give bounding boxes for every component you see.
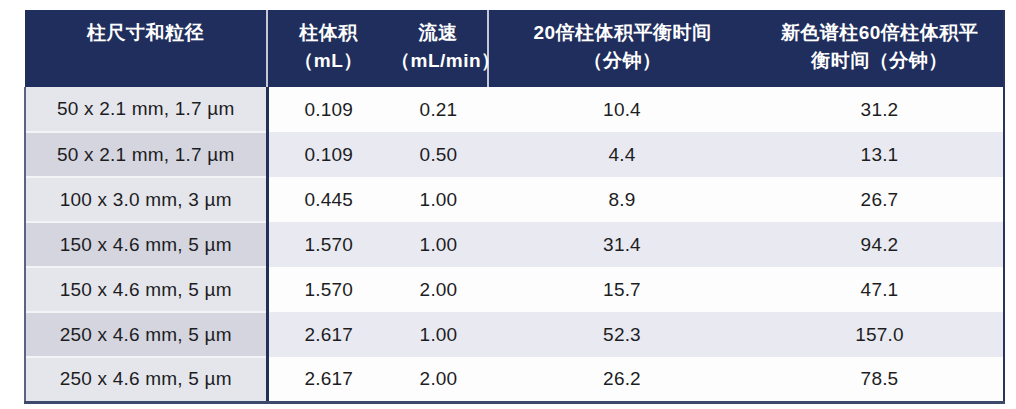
header-cell-t60: 新色谱柱60倍柱体积平 衡时间（分钟）	[756, 10, 1004, 87]
header-label-unit: （mL/min）	[391, 47, 485, 75]
cell-t60: 26.7	[756, 177, 1004, 222]
header-label-unit: （分钟）	[491, 47, 754, 75]
cell-t20: 8.9	[488, 177, 756, 222]
cell-flow: 1.00	[389, 312, 488, 357]
cell-dimension: 250 x 4.6 mm, 5 µm	[25, 312, 267, 357]
table-row: 150 x 4.6 mm, 5 µm 1.570 1.00 31.4 94.2	[25, 222, 1004, 267]
header-cell-volume: 柱体积 （mL）	[267, 10, 389, 87]
cell-volume: 2.617	[267, 357, 389, 402]
table-row: 100 x 3.0 mm, 3 µm 0.445 1.00 8.9 26.7	[25, 177, 1004, 222]
cell-dimension: 100 x 3.0 mm, 3 µm	[25, 177, 267, 222]
header-row: 柱尺寸和粒径 柱体积 （mL） 流速 （mL/min） 20倍柱体积平衡时间 （…	[25, 10, 1004, 87]
header-label: 20倍柱体积平衡时间	[491, 19, 754, 47]
header-label: 流速	[391, 19, 485, 47]
header-label: 新色谱柱60倍柱体积平	[758, 19, 1001, 47]
cell-dimension: 150 x 4.6 mm, 5 µm	[25, 222, 267, 267]
table-row: 150 x 4.6 mm, 5 µm 1.570 2.00 15.7 47.1	[25, 267, 1004, 312]
header-cell-t20: 20倍柱体积平衡时间 （分钟）	[488, 10, 756, 87]
cell-t60: 78.5	[756, 357, 1004, 402]
cell-t60: 94.2	[756, 222, 1004, 267]
equilibration-time-table: 柱尺寸和粒径 柱体积 （mL） 流速 （mL/min） 20倍柱体积平衡时间 （…	[24, 10, 1005, 404]
cell-t20: 26.2	[488, 357, 756, 402]
header-label: 柱尺寸和粒径	[27, 19, 264, 47]
cell-flow: 0.50	[389, 132, 488, 177]
cell-flow: 0.21	[389, 87, 488, 132]
header-cell-flow: 流速 （mL/min）	[389, 10, 488, 87]
cell-flow: 1.00	[389, 222, 488, 267]
cell-volume: 2.617	[267, 312, 389, 357]
cell-volume: 0.445	[267, 177, 389, 222]
cell-flow: 1.00	[389, 177, 488, 222]
table-row: 250 x 4.6 mm, 5 µm 2.617 2.00 26.2 78.5	[25, 357, 1004, 402]
header-label: 柱体积	[270, 19, 387, 47]
header-label-unit: 衡时间（分钟）	[758, 47, 1001, 75]
cell-volume: 0.109	[267, 132, 389, 177]
equilibration-table-page: 柱尺寸和粒径 柱体积 （mL） 流速 （mL/min） 20倍柱体积平衡时间 （…	[0, 0, 1016, 409]
cell-flow: 2.00	[389, 267, 488, 312]
cell-t60: 13.1	[756, 132, 1004, 177]
cell-t20: 52.3	[488, 312, 756, 357]
cell-t60: 157.0	[756, 312, 1004, 357]
cell-t20: 31.4	[488, 222, 756, 267]
cell-dimension: 50 x 2.1 mm, 1.7 µm	[25, 87, 267, 132]
cell-t60: 31.2	[756, 87, 1004, 132]
header-label-unit: （mL）	[270, 47, 387, 75]
cell-volume: 1.570	[267, 267, 389, 312]
cell-dimension: 150 x 4.6 mm, 5 µm	[25, 267, 267, 312]
cell-dimension: 250 x 4.6 mm, 5 µm	[25, 357, 267, 402]
table-row: 50 x 2.1 mm, 1.7 µm 0.109 0.21 10.4 31.2	[25, 87, 1004, 132]
cell-flow: 2.00	[389, 357, 488, 402]
cell-volume: 0.109	[267, 87, 389, 132]
table-row: 50 x 2.1 mm, 1.7 µm 0.109 0.50 4.4 13.1	[25, 132, 1004, 177]
cell-volume: 1.570	[267, 222, 389, 267]
cell-t20: 4.4	[488, 132, 756, 177]
cell-t60: 47.1	[756, 267, 1004, 312]
table-row: 250 x 4.6 mm, 5 µm 2.617 1.00 52.3 157.0	[25, 312, 1004, 357]
cell-t20: 15.7	[488, 267, 756, 312]
cell-t20: 10.4	[488, 87, 756, 132]
cell-dimension: 50 x 2.1 mm, 1.7 µm	[25, 132, 267, 177]
header-cell-dimension: 柱尺寸和粒径	[25, 10, 267, 87]
